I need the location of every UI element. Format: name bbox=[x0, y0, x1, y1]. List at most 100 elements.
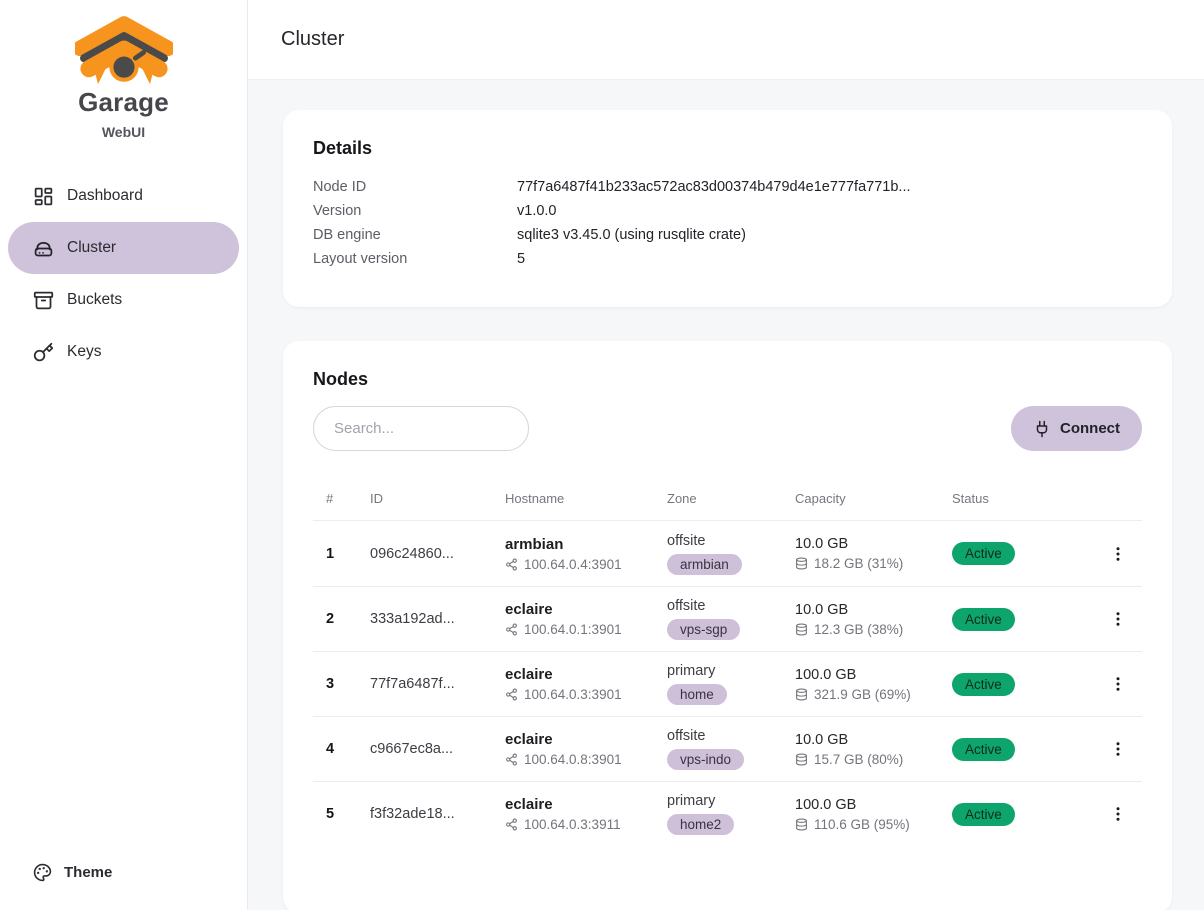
node-usage-text: 12.3 GB (38%) bbox=[814, 621, 904, 637]
sidebar-item-buckets[interactable]: Buckets bbox=[8, 274, 239, 326]
node-zone-cell: primary home2 bbox=[667, 793, 795, 835]
zone-tag-badge: armbian bbox=[667, 553, 742, 575]
garage-logo-icon bbox=[74, 16, 173, 85]
row-menu-button[interactable] bbox=[1104, 670, 1132, 698]
node-zone-cell: primary home bbox=[667, 663, 795, 705]
node-zone: primary bbox=[667, 793, 716, 809]
node-status-cell: Active bbox=[952, 672, 1080, 696]
hard-drive-icon bbox=[34, 241, 53, 256]
sidebar-item-keys[interactable]: Keys bbox=[8, 326, 239, 378]
main-area: Cluster Details Node ID 77f7a6487f41b233… bbox=[248, 0, 1204, 910]
detail-label: Node ID bbox=[313, 179, 367, 195]
node-zone-cell: offsite armbian bbox=[667, 533, 795, 575]
sidebar-nav: Dashboard Cluster Buckets Keys bbox=[0, 170, 247, 378]
status-badge: Active bbox=[952, 672, 1015, 696]
node-hostname: eclaire bbox=[505, 796, 553, 813]
node-address: 100.64.0.8:3901 bbox=[505, 752, 667, 767]
node-capacity-cell: 100.0 GB 110.6 GB (95%) bbox=[795, 797, 952, 832]
node-id: 096c24860... bbox=[370, 545, 454, 562]
node-status-cell: Active bbox=[952, 802, 1080, 826]
row-menu-button[interactable] bbox=[1104, 605, 1132, 633]
node-zone: primary bbox=[667, 663, 716, 679]
table-row: 2 333a192ad... eclaire 100.64.0.1:3901 o… bbox=[313, 586, 1142, 651]
node-capacity-cell: 10.0 GB 18.2 GB (31%) bbox=[795, 536, 952, 571]
app-name: Garage bbox=[78, 87, 169, 117]
app-subtitle: WebUI bbox=[101, 124, 146, 140]
sidebar-item-cluster[interactable]: Cluster bbox=[8, 222, 239, 274]
status-badge: Active bbox=[952, 607, 1015, 631]
node-hostname: armbian bbox=[505, 535, 564, 553]
node-address-text: 100.64.0.1:3901 bbox=[524, 622, 622, 637]
node-hostname-cell: eclaire 100.64.0.3:3901 bbox=[505, 666, 667, 702]
kebab-icon bbox=[1116, 807, 1120, 821]
sidebar-bottom: Theme bbox=[0, 848, 247, 910]
theme-label: Theme bbox=[64, 863, 113, 881]
node-id: c9667ec8a... bbox=[370, 741, 454, 757]
database-icon bbox=[796, 557, 807, 570]
plug-icon bbox=[1036, 420, 1048, 437]
zone-tag-badge: home2 bbox=[667, 814, 735, 835]
theme-button[interactable]: Theme bbox=[8, 848, 239, 896]
node-capacity-cell: 10.0 GB 12.3 GB (38%) bbox=[795, 602, 952, 637]
detail-row-layout-version: Layout version 5 bbox=[313, 247, 1142, 271]
detail-label: Version bbox=[313, 203, 362, 219]
node-hostname-cell: eclaire 100.64.0.3:3911 bbox=[505, 796, 667, 832]
node-usage-text: 321.9 GB (69%) bbox=[814, 686, 911, 702]
node-zone-cell: offsite vps-sgp bbox=[667, 598, 795, 640]
node-num: 4 bbox=[326, 741, 335, 757]
node-id: 77f7a6487f... bbox=[370, 676, 455, 692]
nodes-toolbar: Connect bbox=[313, 406, 1142, 451]
table-row: 3 77f7a6487f... eclaire 100.64.0.3:3901 … bbox=[313, 651, 1142, 716]
node-capacity: 10.0 GB bbox=[795, 601, 849, 618]
share-icon bbox=[506, 688, 517, 701]
node-address: 100.64.0.3:3911 bbox=[505, 817, 667, 832]
database-icon bbox=[796, 818, 807, 830]
node-usage: 12.3 GB (38%) bbox=[795, 622, 952, 637]
node-actions-cell bbox=[1080, 540, 1142, 568]
share-icon bbox=[506, 753, 517, 766]
node-hostname: eclaire bbox=[505, 666, 553, 683]
row-menu-button[interactable] bbox=[1104, 800, 1132, 828]
node-status-cell: Active bbox=[952, 607, 1080, 631]
node-hostname-cell: armbian 100.64.0.4:3901 bbox=[505, 536, 667, 572]
dashboard-icon bbox=[34, 187, 53, 205]
node-num: 5 bbox=[326, 806, 335, 822]
palette-icon bbox=[33, 863, 52, 881]
detail-value: sqlite3 v3.45.0 (using rusqlite crate) bbox=[517, 227, 746, 243]
database-icon bbox=[796, 623, 807, 635]
connect-label: Connect bbox=[1060, 420, 1120, 437]
search-input[interactable] bbox=[313, 406, 529, 451]
details-card: Details Node ID 77f7a6487f41b233ac572ac8… bbox=[283, 110, 1172, 307]
node-id: f3f32ade18... bbox=[370, 806, 455, 822]
sidebar-item-label: Keys bbox=[67, 343, 102, 360]
row-menu-button[interactable] bbox=[1104, 540, 1132, 568]
node-hostname: eclaire bbox=[505, 601, 553, 618]
node-num: 3 bbox=[326, 676, 335, 692]
col-header-hostname: Hostname bbox=[505, 491, 565, 506]
node-hostname-cell: eclaire 100.64.0.8:3901 bbox=[505, 731, 667, 767]
kebab-icon bbox=[1116, 612, 1120, 626]
status-badge: Active bbox=[952, 737, 1015, 761]
connect-button[interactable]: Connect bbox=[1011, 406, 1142, 451]
col-header-capacity: Capacity bbox=[795, 491, 846, 506]
node-address-text: 100.64.0.3:3901 bbox=[524, 687, 622, 702]
node-zone: offsite bbox=[667, 532, 706, 549]
kebab-icon bbox=[1116, 742, 1120, 756]
sidebar-item-dashboard[interactable]: Dashboard bbox=[8, 170, 239, 222]
col-header-status: Status bbox=[952, 491, 989, 506]
row-menu-button[interactable] bbox=[1104, 735, 1132, 763]
nodes-title: Nodes bbox=[313, 369, 369, 389]
sidebar-item-label: Cluster bbox=[67, 239, 117, 256]
node-address-text: 100.64.0.8:3901 bbox=[524, 752, 622, 767]
node-address-text: 100.64.0.4:3901 bbox=[524, 556, 622, 572]
node-zone: offsite bbox=[667, 598, 706, 614]
col-header-id: ID bbox=[370, 491, 383, 506]
database-icon bbox=[796, 688, 807, 700]
details-title: Details bbox=[313, 138, 373, 158]
node-hostname: eclaire bbox=[505, 731, 553, 748]
node-usage-text: 18.2 GB (31%) bbox=[814, 556, 904, 571]
node-status-cell: Active bbox=[952, 737, 1080, 761]
status-badge: Active bbox=[952, 542, 1015, 565]
database-icon bbox=[796, 753, 807, 765]
node-zone-cell: offsite vps-indo bbox=[667, 728, 795, 770]
